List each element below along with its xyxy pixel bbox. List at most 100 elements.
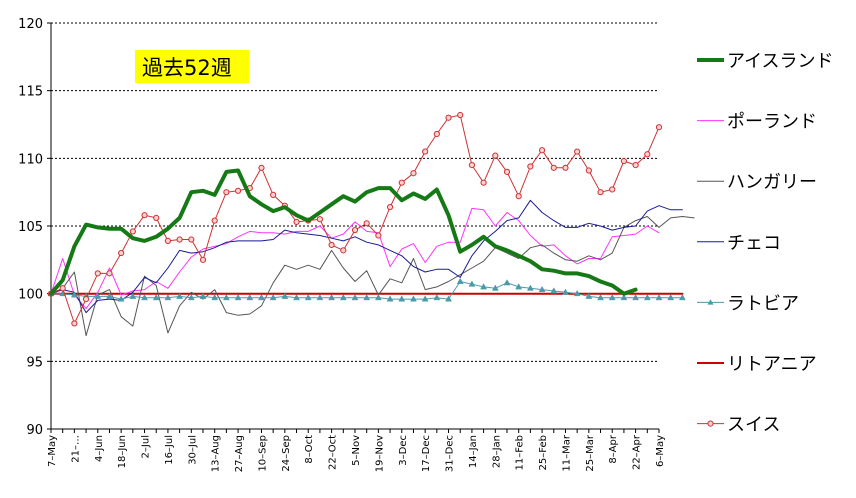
data-point <box>538 147 546 154</box>
data-point <box>562 288 569 295</box>
data-point <box>141 294 148 301</box>
chart-title-highlight <box>135 50 249 83</box>
data-point <box>71 320 78 327</box>
data-point <box>585 167 592 174</box>
x-tick-label: 17–Dec <box>421 435 432 472</box>
data-point <box>609 186 616 193</box>
x-tick-label: 4–Jun <box>94 435 105 462</box>
x-tick-label: 28–Jan <box>491 435 502 468</box>
x-tick-label: 5–Nov <box>351 435 362 466</box>
legend-label: アイスランド <box>727 51 834 72</box>
data-point <box>269 294 277 301</box>
y-tick-label: 110 <box>18 152 43 167</box>
data-point <box>667 294 675 301</box>
data-point <box>678 294 686 301</box>
x-tick-label: 7–May <box>47 435 58 467</box>
data-point <box>468 162 476 169</box>
data-point <box>398 295 406 302</box>
y-tick-label: 115 <box>18 85 43 100</box>
data-point <box>153 214 160 221</box>
series-4 <box>47 277 686 302</box>
data-point <box>457 111 464 119</box>
data-point <box>281 292 289 299</box>
data-point <box>515 193 522 200</box>
data-point <box>573 289 581 297</box>
series-line <box>50 199 683 314</box>
x-tick-label: 14–Jan <box>468 435 479 468</box>
data-point <box>339 294 347 301</box>
data-point <box>620 294 628 301</box>
data-point <box>328 241 335 249</box>
data-point <box>234 294 242 301</box>
chart-title: 過去52週 <box>142 56 232 80</box>
data-point <box>363 294 371 301</box>
legend-marker <box>707 299 714 305</box>
x-tick-label: 18–Jun <box>117 435 128 468</box>
legend-label: ポーランド <box>727 112 817 133</box>
x-tick-label: 13–Aug <box>211 435 222 472</box>
data-point <box>632 162 639 169</box>
data-point <box>515 283 523 290</box>
data-point <box>644 151 651 158</box>
x-tick-label: 30–Jul <box>187 435 198 465</box>
data-point <box>293 218 300 226</box>
data-point <box>632 294 640 301</box>
legend-label: ハンガリー <box>727 172 817 193</box>
legend-entry-3: チェコ <box>697 233 781 254</box>
data-point <box>304 294 312 301</box>
x-tick-label: 10–Sep <box>257 435 268 472</box>
data-point <box>550 164 557 171</box>
data-point <box>188 236 195 243</box>
data-point <box>456 277 464 284</box>
data-point <box>538 285 546 293</box>
data-point <box>492 152 499 159</box>
legend-entry-2: ハンガリー <box>697 172 817 193</box>
x-tick-label: 3–Dec <box>398 435 409 466</box>
data-point <box>106 292 113 299</box>
x-tick-label: 11–Feb <box>515 435 526 470</box>
data-point <box>620 157 628 165</box>
data-point <box>655 294 663 301</box>
series-lines <box>47 111 695 337</box>
x-tick-label: 22–Oct <box>328 435 339 470</box>
data-point <box>106 270 113 277</box>
series-line <box>49 168 638 296</box>
data-point <box>94 292 102 299</box>
data-point <box>117 295 125 302</box>
data-point <box>94 270 101 277</box>
data-point <box>316 216 324 223</box>
data-point <box>374 294 382 301</box>
data-point <box>59 285 66 292</box>
data-point <box>176 292 184 299</box>
data-point <box>270 191 277 198</box>
data-point <box>129 228 136 235</box>
data-point <box>258 294 265 301</box>
y-tick-label: 95 <box>26 355 43 370</box>
x-tick-label: 19–Nov <box>374 435 385 472</box>
data-point <box>340 247 347 254</box>
data-point <box>199 256 207 263</box>
data-point <box>550 287 558 294</box>
legend-label: ラトビア <box>727 293 799 314</box>
data-point <box>70 291 78 298</box>
data-point <box>386 203 394 211</box>
x-tick-label: 31–Dec <box>445 435 456 472</box>
x-tick-label: 8–Apr <box>608 434 619 464</box>
data-point <box>199 292 207 299</box>
legend-marker <box>707 420 714 427</box>
y-tick-label: 90 <box>26 423 43 438</box>
legend-label: スイス <box>727 415 780 436</box>
data-point <box>422 148 429 155</box>
data-point <box>421 295 429 302</box>
x-tick-label: 22–Apr <box>632 434 643 470</box>
data-point <box>503 279 511 286</box>
data-point <box>222 294 230 301</box>
data-point <box>328 294 336 301</box>
data-point <box>187 294 195 301</box>
data-point <box>246 294 254 301</box>
y-tick-label: 105 <box>18 220 43 235</box>
x-tick-label: 11–Mar <box>561 434 572 471</box>
y-tick-label: 120 <box>18 17 43 32</box>
data-point <box>585 292 593 299</box>
